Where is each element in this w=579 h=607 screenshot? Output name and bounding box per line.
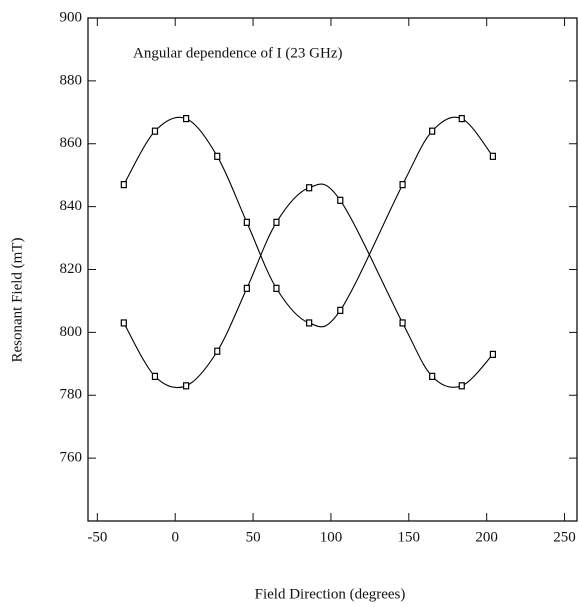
x-tick-label: 0	[171, 529, 179, 545]
data-point	[337, 196, 344, 204]
x-axis-label: Field Direction (degrees)	[255, 586, 406, 602]
data-point	[214, 152, 221, 160]
data-point	[183, 382, 190, 390]
data-point	[243, 218, 250, 226]
x-tick-label: 100	[320, 529, 343, 545]
data-point	[429, 127, 436, 135]
fit-curve	[123, 116, 494, 328]
x-tick-label: 250	[553, 529, 576, 545]
data-point	[399, 319, 406, 327]
data-point	[151, 372, 159, 380]
fit-curve	[123, 183, 494, 389]
data-point	[306, 319, 313, 327]
x-tick-label: 150	[398, 529, 421, 545]
data-point	[273, 218, 280, 226]
y-tick-label: 780	[60, 387, 83, 403]
data-point	[489, 152, 497, 160]
y-tick-label: 840	[60, 198, 83, 214]
data-point	[489, 350, 497, 358]
x-tick-label: 50	[246, 529, 261, 545]
data-point	[337, 306, 344, 314]
y-tick-label: 880	[60, 72, 83, 88]
data-point	[214, 347, 221, 355]
data-point	[306, 184, 313, 192]
data-point	[120, 319, 127, 327]
y-tick-label: 900	[60, 9, 83, 25]
chart-title: Angular dependence of I (23 GHz)	[133, 45, 343, 61]
x-tick-label: 200	[475, 529, 498, 545]
x-tick-label: -50	[87, 529, 107, 545]
data-point	[183, 114, 190, 123]
data-point	[120, 181, 127, 189]
data-point	[399, 181, 406, 189]
data-point	[458, 382, 465, 390]
y-axis-label: Resonant Field (mT)	[9, 238, 25, 363]
y-tick-label: 760	[60, 450, 83, 466]
data-point	[429, 372, 436, 380]
data-point	[273, 284, 280, 292]
y-tick-label: 820	[60, 261, 83, 277]
y-tick-label: 800	[60, 324, 83, 340]
plot-frame	[87, 17, 578, 522]
y-tick-label: 860	[60, 135, 83, 151]
data-point	[151, 127, 159, 135]
data-point	[458, 114, 465, 123]
data-point	[243, 284, 250, 292]
